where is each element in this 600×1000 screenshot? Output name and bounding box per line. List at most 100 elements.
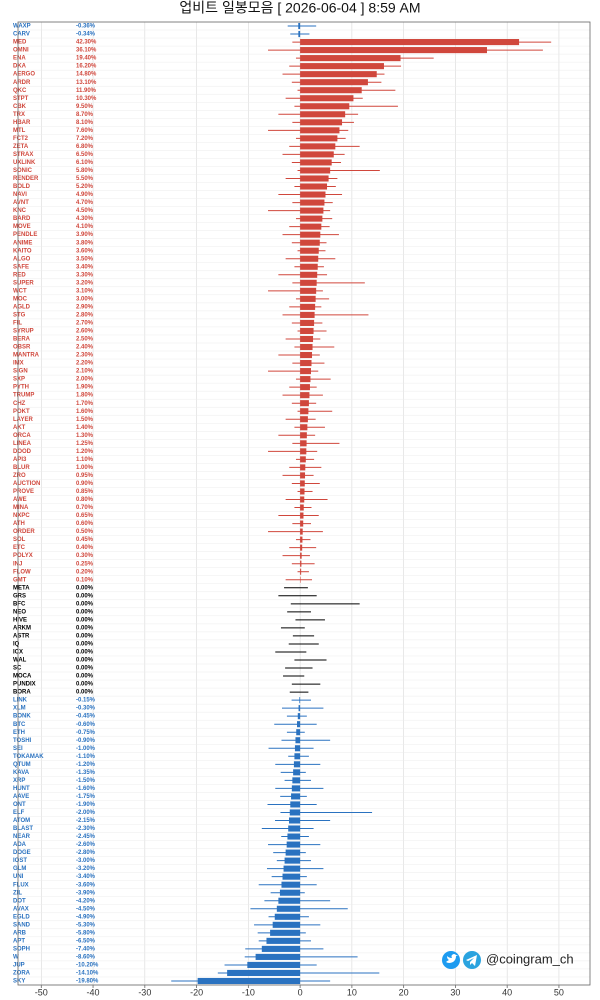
category-label: ZETA: [13, 144, 29, 150]
category-label: FLUX: [13, 882, 29, 888]
value-label: 0.00%: [76, 690, 94, 696]
value-label: 4.90%: [76, 192, 94, 198]
category-label: FLOW: [13, 569, 31, 575]
value-label: 1.90%: [76, 385, 94, 391]
category-label: ORCA: [13, 433, 31, 439]
bar: [300, 536, 303, 543]
category-label: LINK: [13, 698, 28, 704]
bar: [300, 63, 384, 70]
bar: [300, 552, 302, 559]
bar: [300, 247, 319, 254]
bar: [300, 215, 323, 222]
bar: [300, 87, 362, 94]
bar: [290, 801, 301, 808]
category-label: POKT: [13, 409, 30, 415]
bar: [300, 440, 307, 447]
category-label: AVAX: [13, 906, 29, 912]
category-label: SKY: [13, 979, 25, 985]
value-label: -0.45%: [76, 714, 96, 720]
category-label: LINEA: [13, 441, 32, 447]
value-label: 2.60%: [76, 329, 94, 335]
value-label: 19.40%: [76, 56, 97, 62]
value-label: 13.10%: [76, 80, 97, 86]
bar: [300, 207, 324, 214]
category-label: TRX: [13, 112, 25, 118]
bar: [298, 22, 301, 30]
category-label: API3: [13, 457, 27, 463]
category-label: BLUR: [13, 465, 30, 471]
bar: [300, 127, 340, 134]
bar: [297, 713, 301, 720]
value-label: 10.30%: [76, 96, 97, 102]
x-tick-label: 20: [399, 987, 409, 997]
value-label: 6.10%: [76, 160, 94, 166]
value-label: -2.45%: [76, 834, 96, 840]
bar: [293, 769, 301, 776]
category-label: XRP: [13, 778, 25, 784]
category-label: SONIC: [13, 168, 33, 174]
bar: [300, 183, 328, 190]
bar: [286, 841, 301, 848]
category-label: CARV: [13, 32, 30, 38]
value-label: 2.80%: [76, 312, 94, 318]
category-label: AUCTION: [13, 481, 40, 487]
bar: [300, 199, 325, 206]
value-label: 0.40%: [76, 545, 94, 551]
category-label: BORA: [13, 690, 31, 696]
category-label: TOSHI: [13, 738, 32, 744]
bar: [247, 961, 301, 968]
value-label: -0.15%: [76, 698, 96, 704]
category-label: MTL: [13, 128, 26, 134]
category-label: PENDLE: [13, 232, 37, 238]
value-label: -1.10%: [76, 754, 96, 760]
value-label: 1.80%: [76, 393, 94, 399]
value-label: 2.00%: [76, 377, 94, 383]
bar: [300, 343, 313, 351]
bar: [300, 295, 316, 302]
category-label: UXLINK: [13, 160, 36, 166]
twitter-glyph: [446, 954, 458, 963]
bar: [300, 335, 314, 343]
bar: [266, 937, 301, 944]
category-label: STG: [13, 312, 26, 318]
bar: [276, 905, 301, 912]
category-label: ENA: [13, 56, 26, 62]
bar: [197, 977, 301, 985]
bar: [255, 953, 301, 960]
category-label: KAVA: [13, 770, 30, 776]
category-label: AKT: [13, 425, 26, 431]
x-tick-label: 30: [450, 987, 460, 997]
category-label: KAITO: [13, 248, 32, 254]
value-label: 9.50%: [76, 104, 94, 110]
bar: [300, 95, 354, 102]
value-label: 36.10%: [76, 48, 97, 54]
bar: [281, 881, 301, 888]
bar: [300, 408, 309, 415]
value-label: -3.40%: [76, 874, 96, 880]
value-label: 3.40%: [76, 264, 94, 270]
bar: [300, 151, 334, 158]
value-label: -3.00%: [76, 858, 96, 864]
bar: [300, 167, 331, 174]
bar: [300, 327, 314, 335]
category-label: ATH: [13, 521, 25, 527]
category-label: LAYER: [13, 417, 33, 423]
value-label: 2.50%: [76, 337, 94, 343]
category-label: SAFE: [13, 264, 29, 270]
value-label: 3.60%: [76, 248, 94, 254]
value-label: 2.70%: [76, 321, 94, 327]
category-label: META: [13, 585, 30, 591]
bar: [300, 528, 303, 535]
value-label: -8.60%: [76, 954, 96, 960]
value-label: -14.10%: [76, 971, 99, 977]
value-label: 3.00%: [76, 296, 94, 302]
value-label: 2.30%: [76, 353, 94, 359]
category-label: AVNT: [13, 200, 29, 206]
category-label: JUP: [13, 963, 25, 969]
telegram-glyph: [466, 955, 477, 966]
value-label: -2.15%: [76, 818, 96, 824]
value-label: 0.60%: [76, 521, 94, 527]
bar: [300, 504, 304, 511]
bar: [227, 969, 301, 977]
x-tick-label: -10: [242, 987, 255, 997]
